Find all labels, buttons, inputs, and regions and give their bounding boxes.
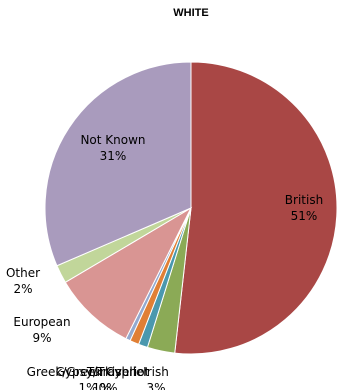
pie-slices (44, 61, 338, 355)
slice-label: British (285, 193, 323, 207)
pie-slice-european (64, 206, 193, 340)
slice-value-label: 31% (100, 149, 127, 163)
pie-slice-not-known (44, 61, 192, 267)
chart-title: WHITE (173, 7, 208, 19)
slice-label: Gypsy/Traveller (56, 365, 149, 379)
slice-value-label: 3% (146, 381, 165, 390)
slice-value-label: 1% (78, 381, 97, 390)
pie-labels: British 51% Irish 3% Gypsy/Traveller 1% Greek/… (6, 133, 323, 390)
slice-value-label: 9% (32, 331, 51, 345)
slice-label: Greek/Greek Cypriot (27, 365, 150, 379)
slice-value-label: 1% (92, 381, 111, 390)
slice-label: Other (6, 266, 40, 280)
slice-value-label: 0% (98, 381, 117, 390)
slice-label: Not Known (80, 133, 145, 147)
slice-label: Irish (143, 365, 169, 379)
slice-label: European (13, 315, 70, 329)
slice-value-label: 2% (13, 282, 32, 296)
slice-value-label: 51% (291, 209, 318, 223)
pie-slice-british (174, 61, 338, 355)
slice-label: Turkish (86, 365, 129, 379)
